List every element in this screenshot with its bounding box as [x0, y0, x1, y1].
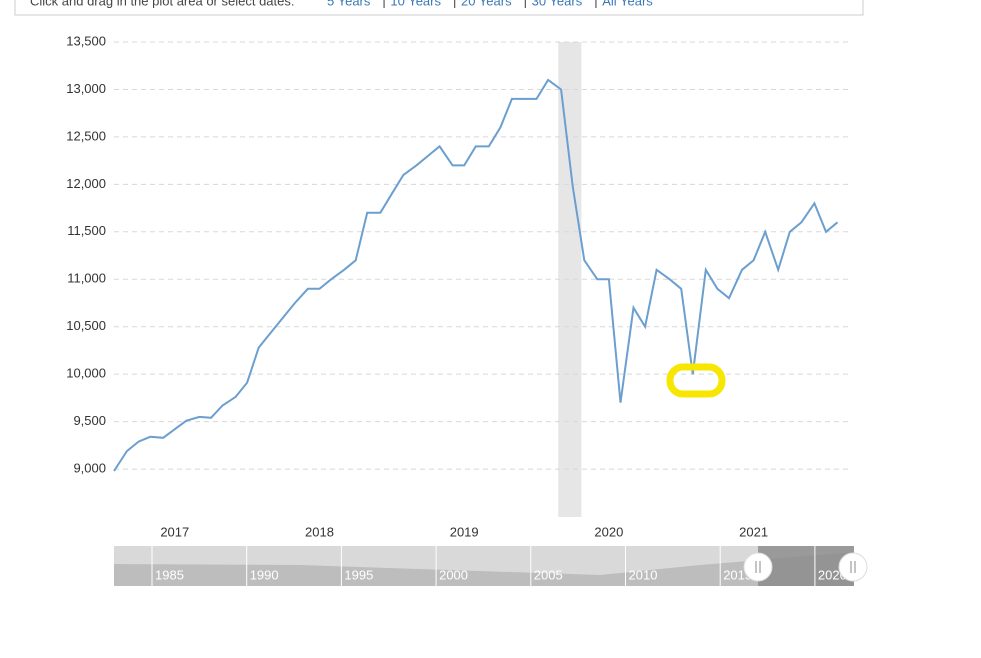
toolbar-link[interactable]: 10 Years: [390, 0, 441, 8]
toolbar-link[interactable]: 20 Years: [461, 0, 512, 8]
navigator: 1985 1990 1995 2000 2005 2010 2015 2020: [114, 546, 868, 586]
y-tick-label: 11,000: [67, 271, 106, 286]
toolbar-link[interactable]: All Years: [602, 0, 653, 8]
y-tick-label: 10,500: [66, 318, 106, 333]
x-tick-label: 2017: [160, 524, 189, 539]
separator: |: [524, 0, 527, 8]
toolbar-link[interactable]: 30 Years: [532, 0, 583, 8]
toolbar: Click and drag in the plot area or selec…: [14, 0, 864, 16]
toolbar-link[interactable]: 5 Years: [327, 0, 371, 8]
y-tick-label: 9,000: [73, 461, 106, 476]
y-tick-label: 12,000: [66, 176, 106, 191]
y-tick-label: 11,500: [67, 223, 106, 238]
navigator-label: 1995: [344, 567, 373, 582]
navigator-label: 2005: [534, 567, 563, 582]
navigator-handle[interactable]: [838, 552, 868, 582]
toolbar-prompt: Click and drag in the plot area or selec…: [30, 0, 294, 8]
highlight-scribble: [666, 363, 726, 398]
y-tick-label: 13,000: [66, 81, 106, 96]
x-tick-label: 2018: [305, 524, 334, 539]
separator: |: [382, 0, 385, 8]
navigator-label: 2010: [629, 567, 658, 582]
navigator-selection: [758, 546, 854, 586]
navigator-area: [114, 552, 854, 586]
x-tick-label: 2021: [739, 524, 768, 539]
y-tick-label: 13,500: [66, 33, 106, 48]
y-tick-label: 10,000: [66, 366, 106, 381]
navigator-label: 1990: [250, 567, 279, 582]
y-tick-label: 9,500: [73, 413, 106, 428]
x-tick-label: 2020: [594, 524, 623, 539]
separator: |: [453, 0, 456, 8]
separator: |: [594, 0, 597, 8]
toolbar-box: [14, 0, 864, 16]
data-line: [113, 78, 839, 472]
navigator-label: 1985: [155, 567, 184, 582]
navigator-label: 2000: [439, 567, 468, 582]
x-tick-label: 2019: [450, 524, 479, 539]
navigator-handle[interactable]: [743, 552, 773, 582]
handle-grip: [850, 561, 856, 573]
shaded-band: [558, 42, 582, 517]
y-tick-label: 12,500: [66, 128, 106, 143]
handle-grip: [755, 561, 761, 573]
